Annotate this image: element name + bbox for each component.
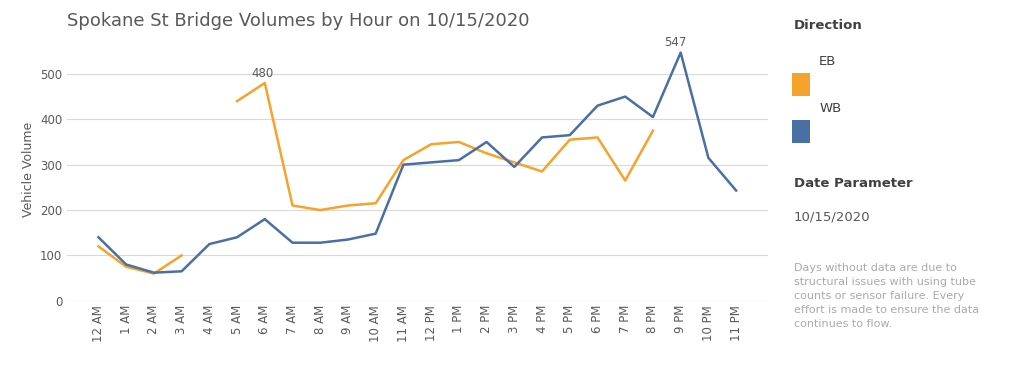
Text: 480: 480 — [251, 67, 273, 80]
Text: Date Parameter: Date Parameter — [794, 177, 912, 190]
Text: EB: EB — [819, 55, 837, 68]
Text: Days without data are due to
structural issues with using tube
counts or sensor : Days without data are due to structural … — [794, 263, 979, 329]
Text: 547: 547 — [664, 36, 686, 49]
Y-axis label: Vehicle Volume: Vehicle Volume — [22, 121, 35, 217]
Text: WB: WB — [819, 102, 842, 115]
Text: Spokane St Bridge Volumes by Hour on 10/15/2020: Spokane St Bridge Volumes by Hour on 10/… — [67, 12, 529, 30]
Text: Direction: Direction — [794, 19, 862, 32]
Text: 10/15/2020: 10/15/2020 — [794, 211, 870, 224]
